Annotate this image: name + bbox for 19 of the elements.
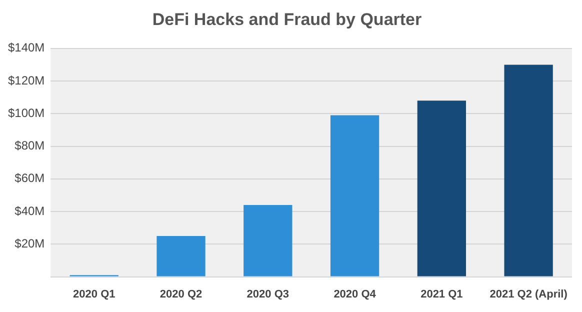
bar	[244, 205, 292, 276]
y-tick-label: $100M	[8, 106, 45, 120]
x-tick-label: 2020 Q1	[73, 288, 116, 300]
y-tick-label: $40M	[14, 204, 45, 218]
bar	[330, 115, 380, 276]
x-tick-label: 2020 Q4	[334, 288, 377, 300]
bar	[417, 100, 466, 276]
x-tick-label: 2021 Q2 (April)	[490, 288, 568, 300]
chart-title: DeFi Hacks and Fraud by Quarter	[152, 10, 422, 29]
y-tick-label: $60M	[14, 171, 45, 186]
bar	[156, 236, 206, 276]
x-tick-label: 2020 Q2	[160, 288, 202, 300]
y-tick-label: $120M	[8, 73, 45, 88]
y-tick-label: $80M	[14, 138, 45, 153]
y-tick-label: $140M	[8, 40, 45, 55]
bar	[504, 64, 553, 276]
y-tick-label: $20M	[14, 236, 45, 250]
x-tick-label: 2020 Q3	[246, 288, 290, 300]
x-tick-label: 2021 Q1	[420, 288, 463, 300]
